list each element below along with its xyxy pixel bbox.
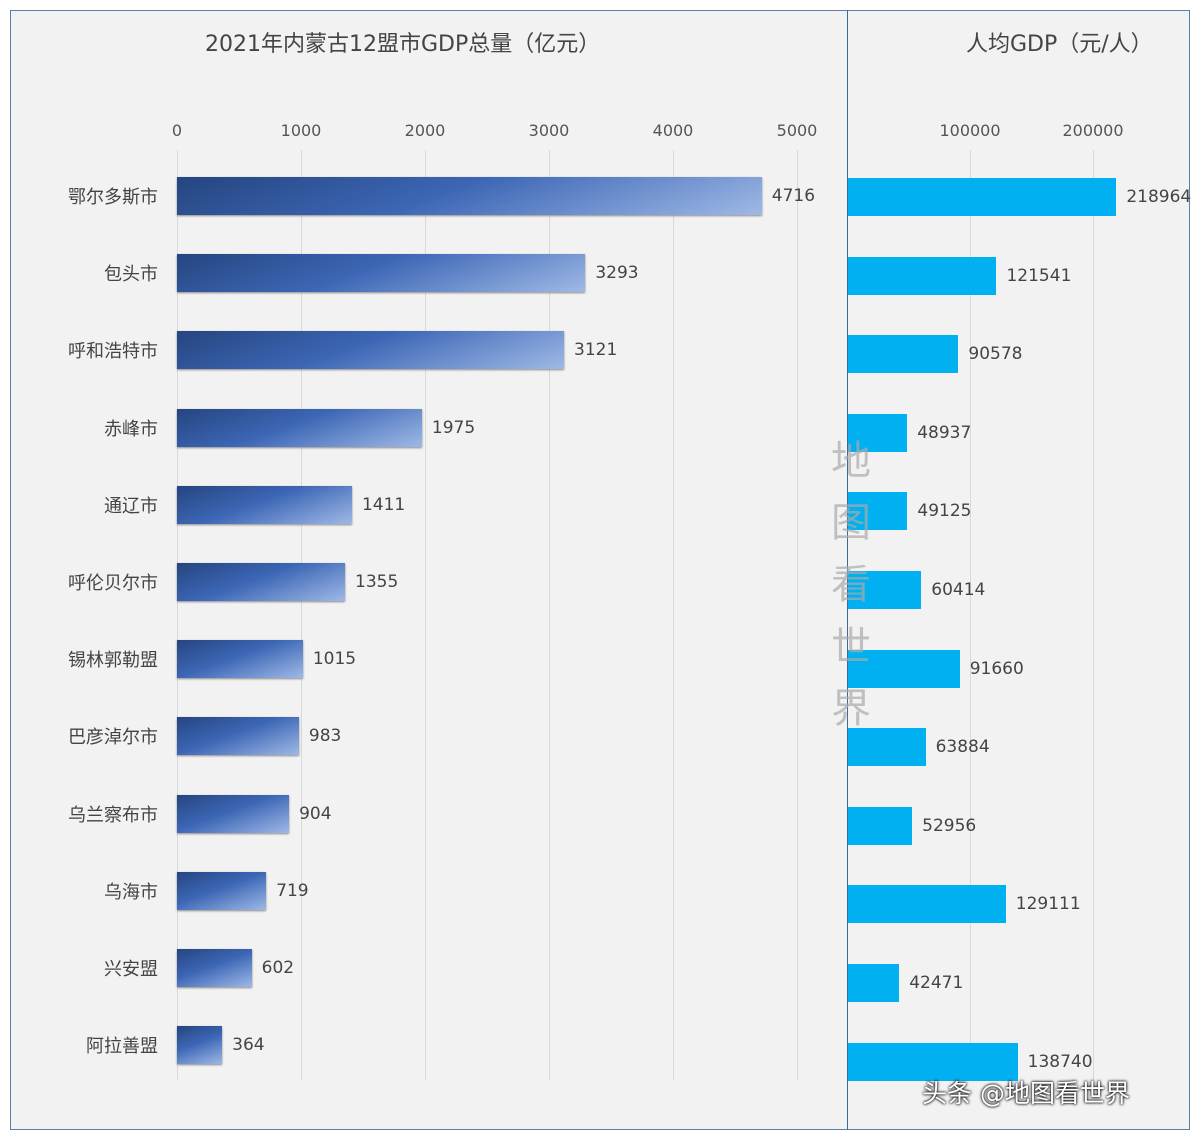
category-label: 通辽市	[104, 495, 158, 517]
data-label: 3293	[595, 263, 639, 284]
per-capita-bar	[847, 492, 908, 531]
per-capita-bar	[847, 885, 1006, 924]
data-label: 1015	[312, 649, 357, 670]
x-tick-label: 4000	[652, 121, 694, 140]
data-label: 48937	[917, 422, 972, 443]
right-chart-title: 人均GDP（元/人）	[966, 32, 1153, 57]
gdp-bar	[177, 485, 352, 524]
category-label: 呼伦贝尔市	[68, 573, 158, 594]
category-label: 兴安盟	[104, 959, 158, 980]
data-label: 364	[232, 1035, 265, 1056]
data-label: 904	[299, 803, 332, 824]
gdp-bar	[177, 949, 252, 987]
gridline	[797, 150, 798, 1080]
x-tick-label: 1000	[280, 121, 322, 140]
per-capita-bar	[847, 964, 900, 1002]
data-label: 49125	[917, 501, 972, 522]
data-label: 1355	[355, 572, 399, 592]
data-label: 60414	[931, 580, 986, 600]
category-label: 阿拉善盟	[86, 1036, 158, 1058]
category-label: 乌兰察布市	[68, 804, 158, 826]
gdp-bar	[177, 717, 299, 756]
per-capita-bar	[847, 571, 922, 609]
gridline	[301, 150, 302, 1080]
left-chart-title: 2021年内蒙古12盟市GDP总量（亿元）	[205, 32, 601, 57]
panel-divider	[847, 10, 848, 1130]
category-label: 赤峰市	[104, 418, 158, 440]
per-capita-bar	[847, 806, 913, 845]
per-capita-bar	[847, 178, 1117, 216]
gdp-bar	[177, 871, 267, 910]
credit-text: 头条 @地图看世界	[922, 1079, 1130, 1108]
gdp-bar	[177, 1026, 223, 1065]
gdp-bar	[177, 331, 564, 370]
per-capita-bar	[847, 728, 926, 767]
x-tick-label: 2000	[404, 121, 446, 140]
data-label: 121541	[1006, 265, 1072, 286]
category-label: 乌海市	[104, 881, 158, 903]
data-label: 91660	[969, 658, 1024, 679]
gdp-bar	[177, 254, 586, 293]
data-label: 63884	[935, 737, 990, 758]
gridline	[549, 150, 550, 1080]
data-label: 52956	[922, 815, 977, 836]
data-label: 4716	[771, 186, 816, 206]
gdp-bar	[177, 640, 303, 679]
category-label: 锡林郭勒盟	[68, 650, 158, 672]
data-label: 129111	[1015, 894, 1081, 915]
gridline	[177, 150, 178, 1080]
per-capita-bar	[847, 335, 959, 374]
x-tick-label: 200000	[1062, 121, 1124, 140]
gridline	[425, 150, 426, 1080]
data-label: 602	[261, 958, 295, 978]
category-label: 呼和浩特市	[68, 341, 158, 363]
category-label: 巴彦淖尔市	[68, 727, 158, 749]
gridline	[673, 150, 674, 1080]
x-tick-label: 0	[171, 121, 183, 140]
data-label: 1975	[431, 417, 476, 438]
category-label: 鄂尔多斯市	[68, 187, 158, 208]
data-label: 1411	[361, 494, 406, 515]
per-capita-bar	[847, 256, 997, 295]
gridline	[1093, 150, 1094, 1080]
x-tick-label: 5000	[776, 121, 818, 140]
data-label: 983	[308, 726, 342, 747]
watermark: 地图看世界	[831, 438, 871, 732]
data-label: 42471	[909, 973, 964, 993]
gdp-bar	[177, 177, 762, 215]
per-capita-bar	[847, 413, 908, 452]
per-capita-bar	[847, 1042, 1018, 1081]
gdp-bar	[177, 408, 422, 447]
gridline	[970, 150, 971, 1080]
data-label: 218964	[1126, 187, 1192, 207]
per-capita-bar	[847, 649, 960, 688]
gdp-bar	[177, 794, 290, 833]
x-tick-label: 100000	[939, 121, 1001, 140]
gdp-bar	[177, 563, 346, 601]
data-label: 90578	[968, 344, 1023, 365]
data-label: 719	[276, 880, 309, 901]
data-label: 138740	[1027, 1051, 1093, 1072]
x-tick-label: 3000	[528, 121, 570, 140]
data-label: 3121	[574, 340, 618, 361]
category-label: 包头市	[104, 264, 158, 286]
